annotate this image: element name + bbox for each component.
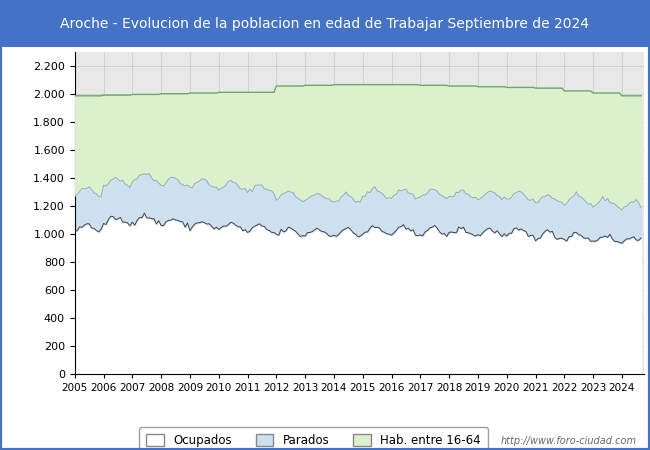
Legend: Ocupados, Parados, Hab. entre 16-64: Ocupados, Parados, Hab. entre 16-64 (139, 427, 488, 450)
Text: http://www.foro-ciudad.com: http://www.foro-ciudad.com (501, 436, 637, 446)
Text: Aroche - Evolucion de la poblacion en edad de Trabajar Septiembre de 2024: Aroche - Evolucion de la poblacion en ed… (60, 17, 590, 31)
